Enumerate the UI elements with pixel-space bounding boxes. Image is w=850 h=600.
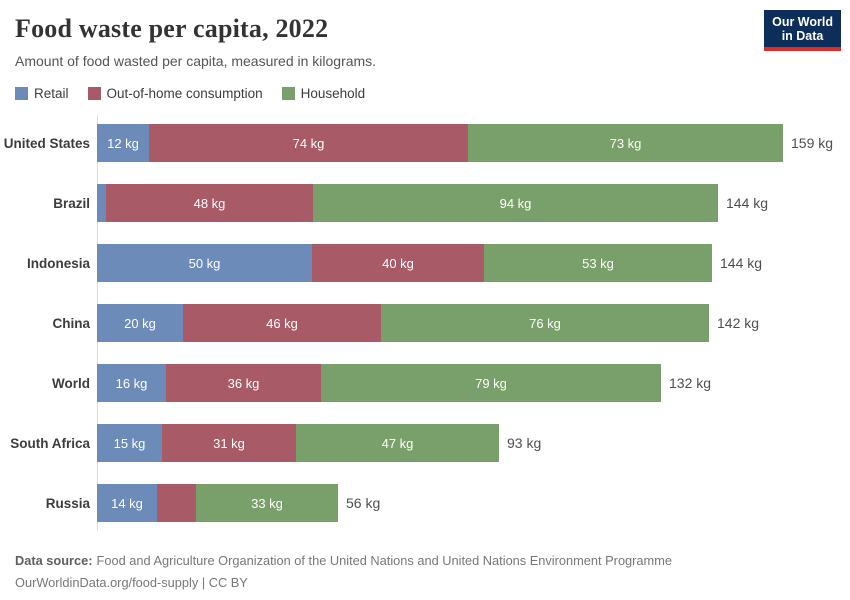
chart-row: Brazil 48 kg 94 kg 144 kg	[0, 173, 850, 233]
page-subtitle: Amount of food wasted per capita, measur…	[15, 53, 377, 69]
citation-line: OurWorldinData.org/food-supply | CC BY	[15, 575, 248, 590]
segment-value-label: 76 kg	[529, 315, 561, 331]
stacked-bar: 20 kg 46 kg 76 kg	[97, 304, 709, 342]
bar-segment-out_of_home: 74 kg	[149, 124, 468, 162]
bar-segment-out_of_home: 46 kg	[183, 304, 381, 342]
chart-row: Russia 14 kg 33 kg 56 kg	[0, 473, 850, 533]
bar-segment-retail: 16 kg	[97, 364, 166, 402]
segment-value-label: 31 kg	[213, 435, 245, 451]
legend-label: Out-of-home consumption	[106, 86, 263, 101]
entity-label: China	[52, 315, 90, 331]
bar-segment-household: 33 kg	[196, 484, 338, 522]
segment-value-label: 33 kg	[251, 495, 283, 511]
stacked-bar: 15 kg 31 kg 47 kg	[97, 424, 499, 462]
chart-rows: United States 12 kg 74 kg 73 kg 159 kg Brazil…	[0, 113, 850, 533]
legend-swatch-retail	[15, 87, 28, 100]
chart: United States 12 kg 74 kg 73 kg 159 kg Brazil…	[0, 113, 850, 533]
segment-value-label: 48 kg	[193, 195, 226, 211]
total-label: 142 kg	[717, 315, 760, 331]
data-source-line: Data source: Food and Agriculture Organiz…	[15, 550, 850, 572]
segment-value-label: 14 kg	[111, 495, 143, 511]
total-label: 159 kg	[791, 135, 834, 151]
owid-logo-line1: Our World	[772, 15, 833, 29]
bar-segment-retail: 12 kg	[97, 124, 149, 162]
stacked-bar: 14 kg 33 kg	[97, 484, 338, 522]
chart-row: United States 12 kg 74 kg 73 kg 159 kg	[0, 113, 850, 173]
segment-value-label: 79 kg	[475, 375, 507, 391]
chart-row: South Africa 15 kg 31 kg 47 kg 93 kg	[0, 413, 850, 473]
total-label: 56 kg	[346, 495, 381, 511]
bar-segment-out_of_home: 40 kg	[312, 244, 484, 282]
stacked-bar: 12 kg 74 kg 73 kg	[97, 124, 783, 162]
total-label: 93 kg	[507, 435, 542, 451]
entity-label: United States	[3, 135, 90, 151]
page-title: Food waste per capita, 2022	[15, 14, 329, 43]
footer: Data source: Food and Agriculture Organiz…	[15, 550, 850, 594]
bar-segment-household: 47 kg	[296, 424, 499, 462]
legend-swatch-out_of_home	[87, 87, 101, 100]
bar-segment-out_of_home: 48 kg	[106, 184, 313, 222]
total-label: 144 kg	[720, 255, 763, 271]
chart-row: China 20 kg 46 kg 76 kg 142 kg	[0, 293, 850, 353]
segment-value-label: 15 kg	[113, 435, 146, 451]
segment-value-label: 74 kg	[292, 135, 325, 151]
owid-logo-line2: in Data	[781, 29, 824, 43]
entity-label: South Africa	[10, 435, 90, 451]
segment-value-label: 47 kg	[381, 435, 414, 451]
stacked-bar: 50 kg 40 kg 53 kg	[97, 244, 712, 282]
segment-value-label: 16 kg	[115, 375, 148, 391]
bar-segment-retail: 14 kg	[97, 484, 157, 522]
segment-value-label: 20 kg	[124, 315, 156, 331]
legend: Retail Out-of-home consumption Household	[15, 86, 850, 101]
legend-label: Retail	[34, 86, 69, 101]
legend-item-retail: Retail	[15, 86, 69, 101]
segment-value-label: 73 kg	[609, 135, 642, 151]
data-source-label: Data source:	[15, 553, 93, 568]
entity-label: Indonesia	[26, 255, 90, 271]
chart-row: World 16 kg 36 kg 79 kg 132 kg	[0, 353, 850, 413]
entity-label: Brazil	[53, 195, 90, 211]
segment-value-label: 12 kg	[107, 135, 139, 151]
bar-segment-household: 76 kg	[381, 304, 709, 342]
bar-segment-household: 53 kg	[484, 244, 712, 282]
segment-value-label: 94 kg	[499, 195, 532, 211]
bar-segment-retail	[97, 184, 106, 222]
bar-segment-household: 73 kg	[468, 124, 783, 162]
segment-value-label: 53 kg	[582, 255, 614, 271]
segment-value-label: 40 kg	[382, 255, 414, 271]
legend-item-out_of_home: Out-of-home consumption	[87, 86, 263, 101]
bar-segment-household: 94 kg	[313, 184, 718, 222]
chart-row: Indonesia 50 kg 40 kg 53 kg 144 kg	[0, 233, 850, 293]
stacked-bar: 16 kg 36 kg 79 kg	[97, 364, 661, 402]
bar-segment-household: 79 kg	[321, 364, 661, 402]
legend-item-household: Household	[281, 86, 366, 101]
bar-segment-retail: 50 kg	[97, 244, 312, 282]
bar-segment-out_of_home: 36 kg	[166, 364, 321, 402]
segment-value-label: 46 kg	[266, 315, 298, 331]
total-label: 144 kg	[726, 195, 769, 211]
bar-segment-retail: 20 kg	[97, 304, 183, 342]
bar-segment-out_of_home: 31 kg	[162, 424, 296, 462]
entity-label: Russia	[45, 495, 90, 511]
legend-swatch-household	[281, 87, 295, 100]
stacked-bar: 48 kg 94 kg	[97, 184, 718, 222]
legend-label: Household	[300, 86, 366, 101]
data-source-text: Food and Agriculture Organization of the…	[96, 553, 672, 568]
segment-value-label: 36 kg	[227, 375, 260, 391]
segment-value-label: 50 kg	[188, 255, 221, 271]
owid-logo: Our World in Data	[764, 10, 841, 51]
total-label: 132 kg	[669, 375, 712, 391]
bar-segment-retail: 15 kg	[97, 424, 162, 462]
entity-label: World	[52, 375, 90, 391]
bar-segment-out_of_home	[157, 484, 196, 522]
